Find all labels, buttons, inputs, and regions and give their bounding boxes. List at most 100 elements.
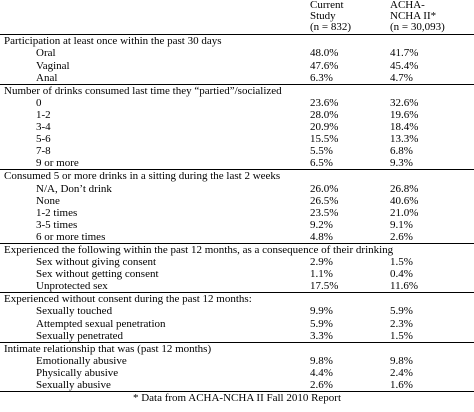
cell-value: 40.6% [390, 194, 419, 207]
cell-value: 20.9% [310, 121, 339, 134]
item-row: 0 23.6% 32.6% [0, 97, 474, 109]
row-label: 3-4 [36, 121, 51, 134]
cell-value: 1.5% [390, 329, 413, 342]
row-label: 5-6 [36, 133, 51, 146]
cell-value: 32.6% [390, 96, 419, 109]
cell-value: 4.8% [310, 230, 333, 243]
row-label: Oral [36, 47, 56, 60]
cell-value: 9.3% [390, 157, 413, 170]
cell-value: 17.5% [310, 280, 339, 293]
item-row: Oral 48.0% 41.7% [0, 47, 474, 59]
column-header-line: NCHA II* [390, 9, 437, 22]
item-row: None 26.5% 40.6% [0, 195, 474, 207]
item-row: 9 or more 6.5% 9.3% [0, 157, 474, 170]
cell-value: 28.0% [310, 108, 339, 121]
column-header-line: Study [310, 9, 336, 22]
section-row: Consumed 5 or more drinks in a sitting d… [0, 169, 474, 183]
item-row: 7-8 5.5% 6.8% [0, 145, 474, 157]
footnote: * Data from ACHA-NCHA II Fall 2010 Repor… [0, 391, 474, 404]
cell-value: 5.9% [390, 305, 413, 318]
section-row: Experienced without consent during the p… [0, 292, 474, 306]
cell-value: 9.8% [390, 354, 413, 367]
item-row: Sex without giving consent 2.9% 1.5% [0, 256, 474, 268]
cell-value: 1.1% [310, 268, 333, 281]
cell-value: 26.0% [310, 182, 339, 195]
cell-value: 5.5% [310, 145, 333, 158]
row-label: Sexually touched [36, 305, 113, 318]
row-label: Vaginal [36, 59, 70, 72]
row-label: Anal [36, 71, 58, 84]
item-row: Anal 6.3% 4.7% [0, 72, 474, 85]
item-row: 6 or more times 4.8% 2.6% [0, 231, 474, 244]
section-row: Experienced the following within the pas… [0, 243, 474, 257]
item-row: Attempted sexual penetration 5.9% 2.3% [0, 318, 474, 330]
column-header: Current Study (n = 832) [310, 0, 390, 35]
cell-value: 2.6% [310, 379, 333, 392]
cell-value: 15.5% [310, 133, 339, 146]
cell-value: 47.6% [310, 59, 339, 72]
section-row: Participation at least once within the p… [0, 34, 474, 48]
cell-value: 23.6% [310, 96, 339, 109]
row-label: Sexually abusive [36, 379, 111, 392]
item-row: 1-2 28.0% 19.6% [0, 109, 474, 121]
section-title: Participation at least once within the p… [0, 34, 474, 48]
row-label: Sex without giving consent [36, 256, 157, 269]
item-row: 3-4 20.9% 18.4% [0, 121, 474, 133]
cell-value: 1.6% [390, 379, 413, 392]
data-table: Current Study (n = 832) ACHA- NCHA II* (n = 3… [0, 0, 474, 391]
row-label: N/A, Don’t drink [36, 182, 112, 195]
cell-value: 9.8% [310, 354, 333, 367]
row-label: 6 or more times [36, 230, 106, 243]
column-header-line: (n = 832) [310, 20, 352, 33]
header-row: Current Study (n = 832) ACHA- NCHA II* (n = 3… [0, 0, 474, 35]
column-header-line: ACHA- [390, 0, 425, 11]
column-header-line: Current [310, 0, 344, 11]
cell-value: 18.4% [390, 121, 419, 134]
row-label: None [36, 194, 60, 207]
row-label: Sex without getting consent [36, 268, 159, 281]
cell-value: 1.5% [390, 256, 413, 269]
row-label: Physically abusive [36, 366, 119, 379]
section-title: Experienced without consent during the p… [0, 292, 474, 306]
cell-value: 21.0% [390, 206, 419, 219]
column-header: ACHA- NCHA II* (n = 30,093) [390, 0, 474, 35]
item-row: 3-5 times 9.2% 9.1% [0, 219, 474, 231]
cell-value: 2.6% [390, 230, 413, 243]
cell-value: 13.3% [390, 133, 419, 146]
column-header-line: (n = 30,093) [390, 20, 445, 33]
cell-value: 4.7% [390, 71, 413, 84]
cell-value: 6.3% [310, 71, 333, 84]
row-label: 9 or more [36, 157, 79, 170]
row-label: Emotionally abusive [36, 354, 127, 367]
item-row: Emotionally abusive 9.8% 9.8% [0, 355, 474, 367]
item-row: Vaginal 47.6% 45.4% [0, 60, 474, 72]
cell-value: 5.9% [310, 317, 333, 330]
section-title: Experienced the following within the pas… [0, 243, 474, 257]
cell-value: 9.2% [310, 218, 333, 231]
section-row: Number of drinks consumed last time they… [0, 83, 474, 97]
header-blank [0, 0, 310, 35]
item-row: Sex without getting consent 1.1% 0.4% [0, 268, 474, 280]
item-row: 1-2 times 23.5% 21.0% [0, 207, 474, 219]
row-label: Attempted sexual penetration [36, 317, 166, 330]
cell-value: 41.7% [390, 47, 419, 60]
row-label: 1-2 [36, 108, 51, 121]
cell-value: 0.4% [390, 268, 413, 281]
cell-value: 26.8% [390, 182, 419, 195]
cell-value: 2.9% [310, 256, 333, 269]
item-row: Sexually touched 9.9% 5.9% [0, 305, 474, 317]
cell-value: 2.4% [390, 366, 413, 379]
cell-value: 6.5% [310, 157, 333, 170]
item-row: Physically abusive 4.4% 2.4% [0, 367, 474, 379]
row-label: Sexually penetrated [36, 329, 124, 342]
cell-value: 3.3% [310, 329, 333, 342]
item-row: Sexually penetrated 3.3% 1.5% [0, 330, 474, 343]
item-row: Sexually abusive 2.6% 1.6% [0, 379, 474, 391]
cell-value: 4.4% [310, 366, 333, 379]
section-row: Intimate relationship that was (past 12 … [0, 341, 474, 355]
section-title: Consumed 5 or more drinks in a sitting d… [0, 169, 474, 183]
item-row: Unprotected sex 17.5% 11.6% [0, 280, 474, 293]
cell-value: 23.5% [310, 206, 339, 219]
row-label: Unprotected sex [36, 280, 108, 293]
cell-value: 11.6% [390, 280, 419, 293]
